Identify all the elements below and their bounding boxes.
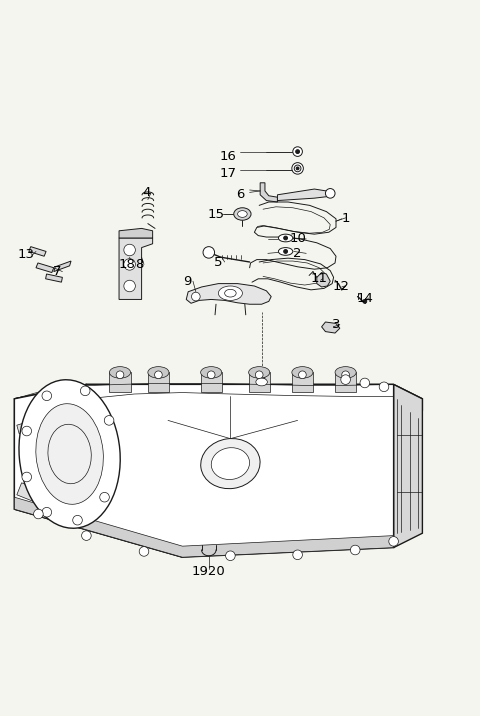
- Text: 15: 15: [207, 208, 225, 221]
- Ellipse shape: [249, 367, 270, 378]
- Ellipse shape: [36, 404, 103, 504]
- Text: 14: 14: [356, 291, 373, 304]
- Polygon shape: [17, 418, 43, 434]
- Ellipse shape: [238, 211, 247, 218]
- Circle shape: [363, 299, 367, 304]
- Text: 8: 8: [135, 258, 144, 271]
- Circle shape: [293, 550, 302, 560]
- Circle shape: [139, 546, 149, 556]
- Circle shape: [72, 516, 82, 525]
- Text: 13: 13: [18, 248, 35, 261]
- Circle shape: [116, 371, 124, 379]
- Circle shape: [342, 371, 349, 379]
- Text: 3: 3: [332, 318, 340, 331]
- Circle shape: [207, 371, 215, 379]
- Polygon shape: [394, 384, 422, 548]
- Text: 2: 2: [293, 247, 302, 260]
- Polygon shape: [17, 483, 46, 504]
- Text: 5: 5: [214, 256, 223, 268]
- Ellipse shape: [201, 367, 222, 378]
- Circle shape: [124, 280, 135, 291]
- Polygon shape: [249, 372, 270, 392]
- Ellipse shape: [19, 379, 120, 528]
- Circle shape: [360, 378, 370, 388]
- Circle shape: [155, 371, 162, 379]
- Circle shape: [293, 147, 302, 156]
- Text: 10: 10: [289, 233, 306, 246]
- Circle shape: [82, 531, 91, 541]
- Circle shape: [203, 246, 215, 258]
- Circle shape: [299, 371, 306, 379]
- Polygon shape: [109, 372, 131, 392]
- Text: 11: 11: [311, 272, 328, 285]
- Ellipse shape: [256, 378, 267, 386]
- Text: 12: 12: [332, 279, 349, 293]
- Circle shape: [192, 292, 200, 301]
- Polygon shape: [119, 228, 153, 238]
- Polygon shape: [260, 183, 277, 202]
- Circle shape: [294, 165, 301, 172]
- Circle shape: [379, 382, 389, 392]
- Ellipse shape: [225, 289, 236, 297]
- Circle shape: [296, 150, 300, 153]
- Polygon shape: [119, 238, 153, 299]
- Circle shape: [34, 509, 43, 519]
- Circle shape: [22, 426, 32, 436]
- Polygon shape: [148, 372, 169, 392]
- Circle shape: [296, 167, 299, 170]
- Circle shape: [22, 472, 32, 482]
- Circle shape: [100, 493, 109, 502]
- Polygon shape: [14, 497, 394, 557]
- Polygon shape: [292, 372, 313, 392]
- Ellipse shape: [234, 208, 251, 221]
- Polygon shape: [322, 322, 340, 333]
- Circle shape: [389, 536, 398, 546]
- Circle shape: [42, 508, 51, 517]
- Ellipse shape: [211, 448, 250, 480]
- Text: 4: 4: [142, 186, 151, 199]
- Text: 7: 7: [53, 265, 62, 278]
- Ellipse shape: [148, 367, 169, 378]
- Circle shape: [80, 386, 90, 396]
- Polygon shape: [277, 189, 331, 200]
- Text: 16: 16: [219, 150, 237, 163]
- Circle shape: [124, 244, 135, 256]
- Circle shape: [226, 551, 235, 561]
- Polygon shape: [14, 384, 394, 557]
- Ellipse shape: [278, 248, 293, 256]
- Polygon shape: [14, 384, 422, 411]
- Polygon shape: [14, 384, 202, 557]
- Polygon shape: [335, 372, 356, 392]
- Polygon shape: [54, 261, 71, 271]
- Ellipse shape: [109, 367, 131, 378]
- Text: 1: 1: [341, 213, 350, 226]
- Circle shape: [255, 371, 263, 379]
- Polygon shape: [186, 284, 271, 304]
- Ellipse shape: [218, 286, 242, 301]
- Polygon shape: [201, 372, 222, 392]
- Circle shape: [42, 391, 52, 401]
- Circle shape: [350, 545, 360, 555]
- Circle shape: [325, 188, 335, 198]
- Text: 1920: 1920: [192, 565, 226, 578]
- Polygon shape: [46, 274, 62, 282]
- Circle shape: [341, 374, 350, 384]
- Polygon shape: [29, 246, 46, 256]
- Text: 6: 6: [236, 188, 244, 201]
- Circle shape: [104, 415, 114, 425]
- Text: 17: 17: [219, 167, 237, 180]
- Circle shape: [124, 258, 135, 270]
- Text: 9: 9: [183, 275, 192, 288]
- Ellipse shape: [201, 438, 260, 488]
- Ellipse shape: [292, 367, 313, 378]
- Circle shape: [284, 236, 288, 240]
- Polygon shape: [36, 263, 54, 273]
- Circle shape: [284, 249, 288, 253]
- Ellipse shape: [335, 367, 356, 378]
- Text: 18: 18: [119, 258, 136, 271]
- Ellipse shape: [278, 234, 293, 242]
- Polygon shape: [317, 273, 330, 287]
- Circle shape: [292, 163, 303, 174]
